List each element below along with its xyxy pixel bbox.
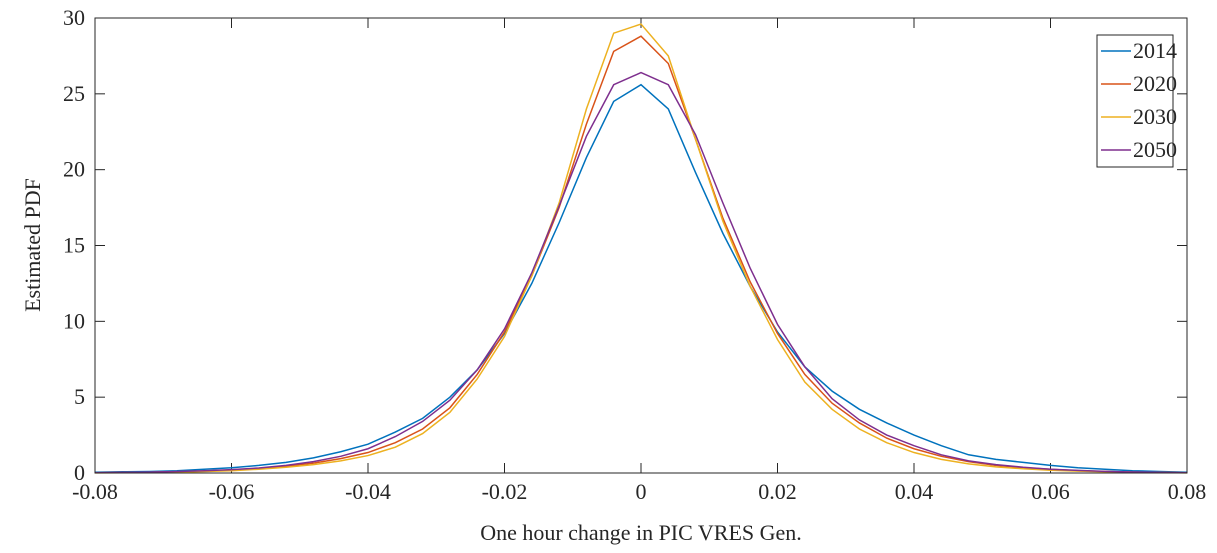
y-tick-label: 15 (63, 233, 85, 258)
x-axis-label: One hour change in PIC VRES Gen. (480, 520, 802, 545)
legend-label: 2050 (1133, 137, 1177, 162)
x-tick-label: 0.02 (758, 479, 797, 504)
x-tick-label: -0.04 (345, 479, 391, 504)
y-tick-label: 0 (74, 460, 85, 485)
y-tick-label: 20 (63, 157, 85, 182)
x-tick-label: -0.06 (209, 479, 255, 504)
x-tick-label: 0 (636, 479, 647, 504)
x-tick-label: -0.08 (72, 479, 118, 504)
legend-label: 2030 (1133, 104, 1177, 129)
x-tick-label: 0.06 (1031, 479, 1070, 504)
line (94, 71, 1188, 474)
y-axis-label: Estimated PDF (20, 178, 45, 312)
y-tick-label: 30 (63, 5, 85, 30)
y-tick-label: 25 (63, 81, 85, 106)
line (94, 83, 1188, 473)
plot-frame (94, 17, 1188, 474)
x-tick-label: -0.02 (482, 479, 528, 504)
line (94, 35, 1188, 474)
y-tick-label: 10 (63, 308, 85, 333)
x-tick-label: 0.04 (895, 479, 934, 504)
legend-label: 2020 (1133, 71, 1177, 96)
line (94, 23, 1188, 474)
legend-label: 2014 (1133, 38, 1177, 63)
legend-box (1096, 34, 1174, 168)
y-tick-label: 5 (74, 384, 85, 409)
x-tick-label: 0.08 (1168, 479, 1207, 504)
